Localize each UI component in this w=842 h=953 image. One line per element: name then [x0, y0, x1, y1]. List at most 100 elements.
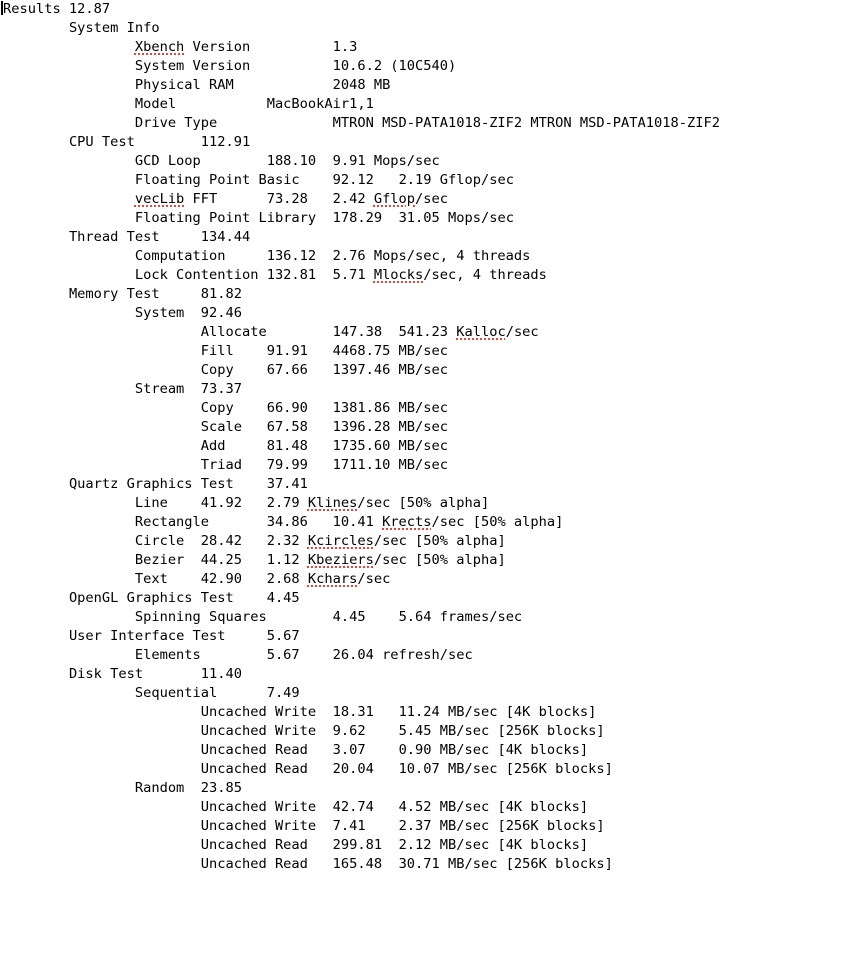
text-segment: Elements 5.67 26.04 refresh/sec — [3, 647, 473, 663]
misspelled-word: Kalloc — [456, 324, 506, 340]
text-segment: Spinning Squares 4.45 5.64 frames/sec — [3, 609, 523, 625]
report-line-18: Allocate 147.38 541.23 Kalloc/sec — [3, 323, 842, 342]
text-segment: Uncached Read 20.04 10.07 MB/sec [256K b… — [3, 761, 613, 777]
report-line-42: Random 23.85 — [3, 779, 842, 798]
misspelled-word: Xbench — [134, 39, 185, 55]
text-segment: Uncached Read 165.48 30.71 MB/sec [256K … — [3, 856, 613, 872]
report-line-22: Copy 66.90 1381.86 MB/sec — [3, 399, 842, 418]
text-segment — [3, 191, 135, 207]
text-segment: User Interface Test 5.67 — [3, 628, 300, 644]
report-line-32: OpenGL Graphics Test 4.45 — [3, 589, 842, 608]
report-line-37: Sequential 7.49 — [3, 684, 842, 703]
text-segment: Memory Test 81.82 — [3, 286, 242, 302]
report-line-28: Rectangle 34.86 10.41 Krects/sec [50% al… — [3, 513, 842, 532]
text-segment: Sequential 7.49 — [3, 685, 300, 701]
report-line-5: Physical RAM 2048 MB — [3, 76, 842, 95]
text-segment: /sec [50% alpha] — [357, 495, 490, 511]
report-line-13: Thread Test 134.44 — [3, 228, 842, 247]
report-line-25: Triad 79.99 1711.10 MB/sec — [3, 456, 842, 475]
text-segment: Scale 67.58 1396.28 MB/sec — [3, 419, 448, 435]
report-line-46: Uncached Read 165.48 30.71 MB/sec [256K … — [3, 855, 842, 874]
misspelled-word: Kchars — [307, 571, 358, 587]
text-segment: Results 12.87 — [3, 1, 111, 17]
report-line-2: System Info — [3, 19, 842, 38]
report-line-35: Elements 5.67 26.04 refresh/sec — [3, 646, 842, 665]
report-line-30: Bezier 44.25 1.12 Kbeziers/sec [50% alph… — [3, 551, 842, 570]
text-segment: System Version 10.6.2 (10C540) — [3, 58, 457, 74]
text-segment: FFT 73.28 2.42 — [184, 191, 374, 207]
text-segment: Lock Contention 132.81 5.71 — [3, 267, 374, 283]
text-segment: Random 23.85 — [3, 780, 242, 796]
text-segment: Rectangle 34.86 10.41 — [3, 514, 383, 530]
text-segment: Copy 66.90 1381.86 MB/sec — [3, 400, 448, 416]
report-line-17: System 92.46 — [3, 304, 842, 323]
text-segment: System Info — [3, 20, 160, 36]
report-line-36: Disk Test 11.40 — [3, 665, 842, 684]
text-segment: Uncached Write 7.41 2.37 MB/sec [256K bl… — [3, 818, 605, 834]
text-cursor-caret — [1, 1, 3, 15]
report-line-38: Uncached Write 18.31 11.24 MB/sec [4K bl… — [3, 703, 842, 722]
report-line-45: Uncached Read 299.81 2.12 MB/sec [4K blo… — [3, 836, 842, 855]
report-line-43: Uncached Write 42.74 4.52 MB/sec [4K blo… — [3, 798, 842, 817]
text-segment: Uncached Read 3.07 0.90 MB/sec [4K block… — [3, 742, 589, 758]
text-segment: Bezier 44.25 1.12 — [3, 552, 308, 568]
text-segment: /sec — [357, 571, 391, 587]
report-line-12: Floating Point Library 178.29 31.05 Mops… — [3, 209, 842, 228]
text-segment: Add 81.48 1735.60 MB/sec — [3, 438, 448, 454]
text-segment: Allocate 147.38 541.23 — [3, 324, 457, 340]
report-line-44: Uncached Write 7.41 2.37 MB/sec [256K bl… — [3, 817, 842, 836]
report-line-23: Scale 67.58 1396.28 MB/sec — [3, 418, 842, 437]
text-segment: /sec — [505, 324, 539, 340]
report-line-34: User Interface Test 5.67 — [3, 627, 842, 646]
text-segment: Uncached Read 299.81 2.12 MB/sec [4K blo… — [3, 837, 589, 853]
text-segment: /sec [50% alpha] — [373, 552, 506, 568]
text-segment: Uncached Write 9.62 5.45 MB/sec [256K bl… — [3, 723, 605, 739]
text-segment: Version 1.3 — [184, 39, 358, 55]
text-segment: Disk Test 11.40 — [3, 666, 242, 682]
misspelled-word: Mlocks — [373, 267, 424, 283]
text-segment: Floating Point Basic 92.12 2.19 Gflop/se… — [3, 172, 514, 188]
text-segment: Triad 79.99 1711.10 MB/sec — [3, 457, 448, 473]
report-line-6: Model MacBookAir1,1 — [3, 95, 842, 114]
misspelled-word: Kcircles — [307, 533, 374, 549]
text-segment: /sec [50% alpha] — [373, 533, 506, 549]
report-line-16: Memory Test 81.82 — [3, 285, 842, 304]
report-line-9: GCD Loop 188.10 9.91 Mops/sec — [3, 152, 842, 171]
misspelled-word: Kbeziers — [307, 552, 374, 568]
report-line-1: Results 12.87 — [3, 0, 842, 19]
text-segment: Computation 136.12 2.76 Mops/sec, 4 thre… — [3, 248, 531, 264]
report-line-11: vecLib FFT 73.28 2.42 Gflop/sec — [3, 190, 842, 209]
text-segment: Physical RAM 2048 MB — [3, 77, 391, 93]
report-line-3: Xbench Version 1.3 — [3, 38, 842, 57]
report-line-21: Stream 73.37 — [3, 380, 842, 399]
benchmark-report-text[interactable]: Results 12.87 System Info Xbench Version… — [0, 0, 842, 874]
report-line-31: Text 42.90 2.68 Kchars/sec — [3, 570, 842, 589]
report-line-20: Copy 67.66 1397.46 MB/sec — [3, 361, 842, 380]
text-segment: GCD Loop 188.10 9.91 Mops/sec — [3, 153, 440, 169]
text-segment: /sec — [415, 191, 448, 207]
report-line-7: Drive Type MTRON MSD-PATA1018-ZIF2 MTRON… — [3, 114, 842, 133]
report-line-8: CPU Test 112.91 — [3, 133, 842, 152]
text-segment: Uncached Write 42.74 4.52 MB/sec [4K blo… — [3, 799, 589, 815]
report-line-26: Quartz Graphics Test 37.41 — [3, 475, 842, 494]
text-segment: OpenGL Graphics Test 4.45 — [3, 590, 300, 606]
report-line-10: Floating Point Basic 92.12 2.19 Gflop/se… — [3, 171, 842, 190]
text-segment — [3, 39, 135, 55]
report-line-41: Uncached Read 20.04 10.07 MB/sec [256K b… — [3, 760, 842, 779]
text-segment: Quartz Graphics Test 37.41 — [3, 476, 308, 492]
misspelled-word: Klines — [307, 495, 358, 511]
report-line-24: Add 81.48 1735.60 MB/sec — [3, 437, 842, 456]
text-segment: Line 41.92 2.79 — [3, 495, 308, 511]
report-line-14: Computation 136.12 2.76 Mops/sec, 4 thre… — [3, 247, 842, 266]
text-segment: Drive Type MTRON MSD-PATA1018-ZIF2 MTRON… — [3, 115, 720, 131]
text-segment: Text 42.90 2.68 — [3, 571, 308, 587]
text-segment: /sec [50% alpha] — [431, 514, 564, 530]
text-segment: /sec, 4 threads — [423, 267, 547, 283]
report-line-40: Uncached Read 3.07 0.90 MB/sec [4K block… — [3, 741, 842, 760]
report-line-4: System Version 10.6.2 (10C540) — [3, 57, 842, 76]
report-line-39: Uncached Write 9.62 5.45 MB/sec [256K bl… — [3, 722, 842, 741]
text-segment: Copy 67.66 1397.46 MB/sec — [3, 362, 448, 378]
text-segment: Fill 91.91 4468.75 MB/sec — [3, 343, 448, 359]
text-segment: Model MacBookAir1,1 — [3, 96, 374, 112]
